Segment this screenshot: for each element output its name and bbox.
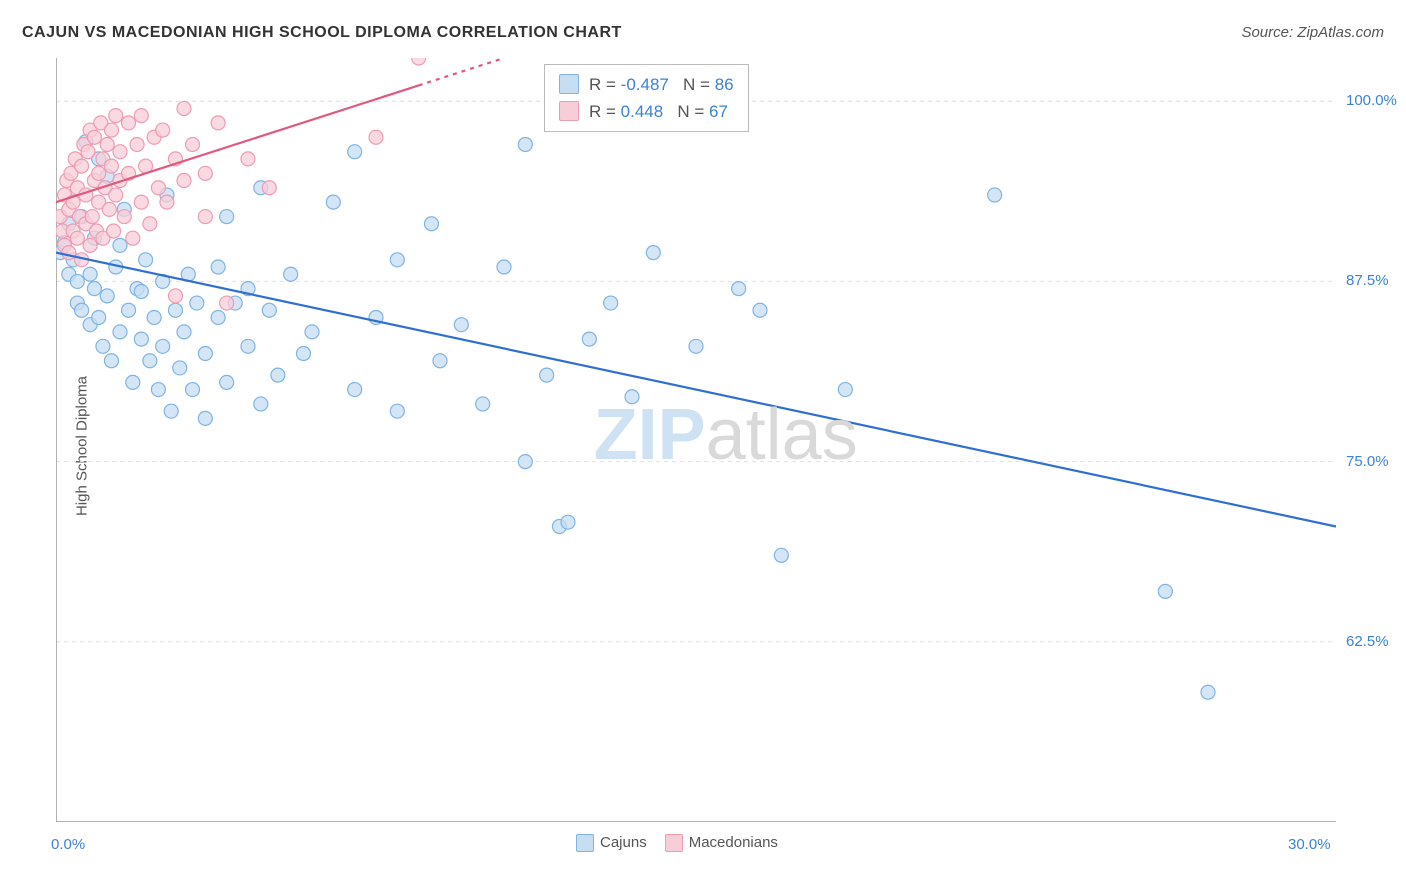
source-label: Source: ZipAtlas.com: [1241, 24, 1384, 41]
legend-item: Macedonians: [665, 834, 778, 852]
plot-area: 62.5%75.0%87.5%100.0%0.0%30.0%ZIPatlasR …: [56, 58, 1336, 822]
stats-legend: R = -0.487 N = 86R = 0.448 N = 67: [544, 64, 749, 132]
y-tick-label: 100.0%: [1346, 92, 1406, 109]
y-tick-label: 62.5%: [1346, 633, 1406, 650]
chart-container: CAJUN VS MACEDONIAN HIGH SCHOOL DIPLOMA …: [0, 0, 1406, 892]
x-tick-label: 0.0%: [51, 836, 85, 853]
y-tick-label: 75.0%: [1346, 453, 1406, 470]
legend-item: Cajuns: [576, 834, 647, 852]
y-tick-label: 87.5%: [1346, 272, 1406, 289]
series-legend: Cajuns Macedonians: [576, 834, 778, 852]
chart-title: CAJUN VS MACEDONIAN HIGH SCHOOL DIPLOMA …: [22, 24, 622, 42]
x-tick-label: 30.0%: [1288, 836, 1331, 853]
